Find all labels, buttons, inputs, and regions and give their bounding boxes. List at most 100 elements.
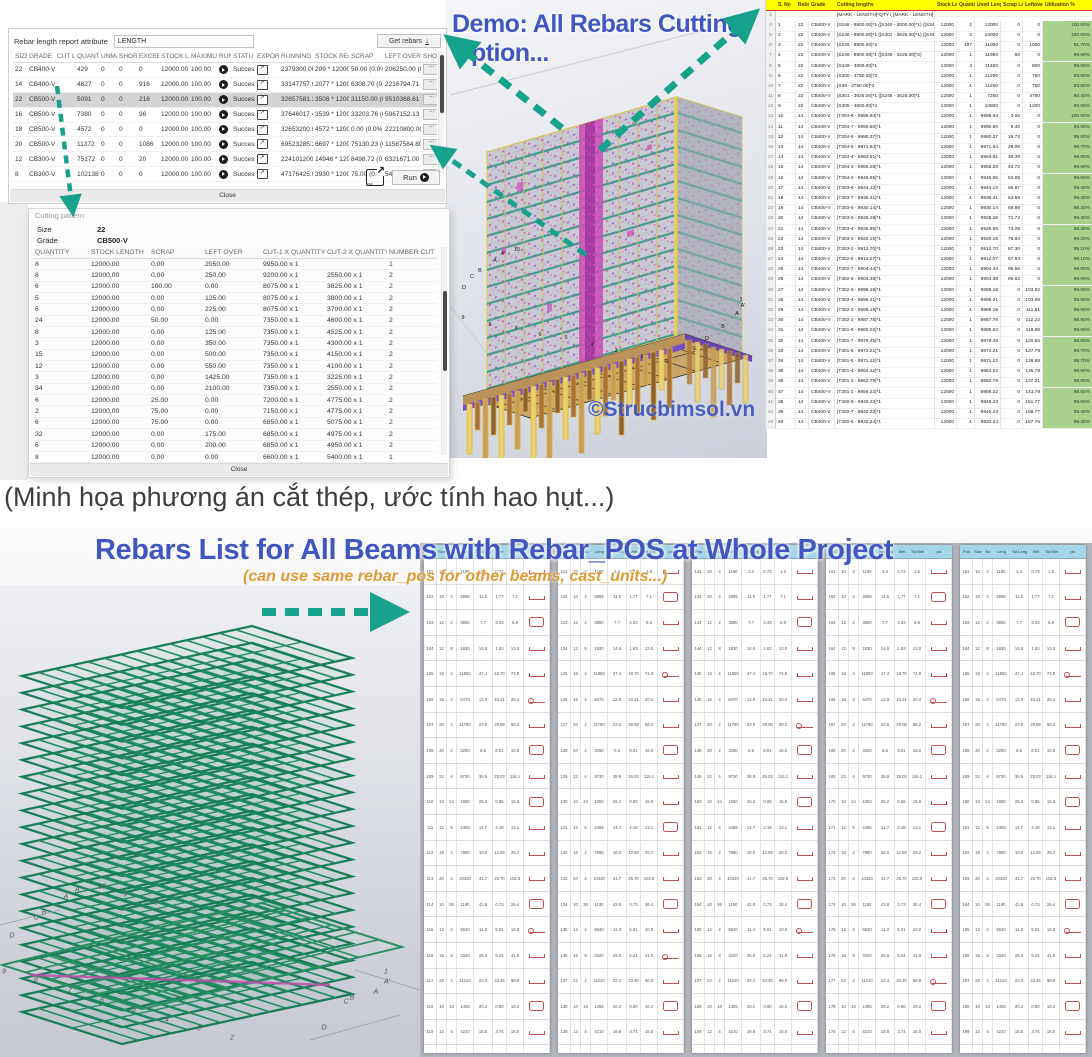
table-row[interactable]: 6 12000.00 100.00 0.00 8075.00 x 1 3825.00 x … <box>33 282 437 294</box>
more-icon[interactable] <box>423 138 437 150</box>
table-row[interactable]: 6 12000.00 25.00 0.00 7200.00 x 1 4775.00 x 1… <box>33 395 437 407</box>
table-row[interactable]: 176 16 8 3320 26.6 5.24 41.9 <box>826 942 952 969</box>
table-row[interactable]: 180162915018.314.4428.9 <box>826 1045 952 1053</box>
table-row[interactable]: 15 12000.00 0.00 500.00 7350.00 x 1 4150.00 x… <box>33 350 437 362</box>
table-row[interactable]: 21 18 14 CB400-V [T303-7 - 9936.41]*1 12000 1 9… <box>766 193 1092 205</box>
play-icon[interactable] <box>219 80 228 90</box>
table-row[interactable]: 3 [MARK - LENGTH]*QTY ( [MARK - LENGTH]*Q… <box>766 10 1092 22</box>
table-row[interactable]: 115 12 2 5640 11.3 5.01 10.0 <box>424 917 550 943</box>
table-row[interactable]: 108 20 2 3250 6.5 8.01 16.0 <box>424 738 550 764</box>
table-row[interactable]: 20 CB500-V 11372 0 0 1086 12000.00 100.00 Succes… <box>13 137 437 153</box>
table-row[interactable]: 148 20 2 3250 6.5 8.01 16.0 <box>692 738 818 764</box>
table-row[interactable]: 175 12 2 5640 11.3 5.01 10.0 <box>826 917 952 943</box>
table-row[interactable]: 194 10 36 1190 42.8 0.73 26.4 <box>960 891 1086 918</box>
rebar-schedule-sheet-3[interactable]: Pos Size No Leng Tot.Leng Wei Tot.Wei pic 141 10… <box>692 545 818 1053</box>
more-icon[interactable] <box>423 109 437 121</box>
table-row[interactable]: 152 16 2 7980 16.0 12.59 25.2 <box>692 840 818 867</box>
table-row[interactable]: 156 16 8 3320 26.6 5.24 41.9 <box>692 942 818 969</box>
export-icon[interactable] <box>257 64 268 75</box>
table-row[interactable]: 165 16 4 11850 47.4 18.70 74.8 <box>826 661 952 687</box>
table-row[interactable]: 41 38 14 CB400-V [T300-8 - 9848.23]*1 12000 1 9… <box>766 397 1092 409</box>
table-row[interactable]: 140162915018.314.4428.9 <box>558 1045 684 1053</box>
table-row[interactable]: 6 3 22 CB400-V [S246 - 9500.00]*2 12000 197 110… <box>766 41 1092 53</box>
table-row[interactable]: 118 10 18 1455 26.2 0.90 16.2 <box>424 994 550 1020</box>
table-row[interactable]: 198 10 18 1455 26.2 0.90 16.2 <box>960 994 1086 1020</box>
close-button[interactable]: Close <box>30 463 448 476</box>
table-row[interactable]: 33 30 14 CB400-V [T302-2 - 9887.78]*1 12000 1 9… <box>766 316 1092 328</box>
table-row[interactable]: 200162915018.314.4428.9 <box>960 1045 1086 1053</box>
table-row[interactable]: 145 16 4 11850 47.4 18.70 74.8 <box>692 661 818 687</box>
table-row[interactable]: 106 16 2 6470 12.9 10.21 20.4 <box>424 686 550 713</box>
table-row[interactable]: 24 21 14 CB400-V [T303-4 - 9926.95]*1 12000 1 9… <box>766 224 1092 236</box>
table-row[interactable]: 12CB300-V75172002012000.00100.00Success2… <box>13 152 437 168</box>
table-row[interactable]: 38 35 14 CB400-V [T301-4 - 9864.22]*1 12000 1 9… <box>766 367 1092 379</box>
table-row[interactable]: 13 10 14 CB400-V [T304-8 - 9996.94]*1 12000 1 9… <box>766 112 1092 124</box>
table-row[interactable]: 28 25 14 CB400-V [T302-7 - 9904.44]*1 12000 1 9… <box>766 265 1092 277</box>
table-row[interactable]: 3 12000.00 0.00 350.00 7350.00 x 1 4300.00 x … <box>33 338 437 350</box>
table-row[interactable]: 137 22 2 11210 22.4 33.45 66.9 <box>558 968 684 995</box>
get-rebars-button[interactable]: Get rebars ↓ <box>377 34 441 48</box>
table-row[interactable]: 128 20 2 3250 6.5 8.01 16.0 <box>558 738 684 764</box>
table-row[interactable]: 184 12 8 1830 14.6 1.63 13.0 <box>960 635 1086 662</box>
table-row[interactable]: 173 20 4 10420 41.7 25.70 102.8 <box>826 866 952 892</box>
table-row[interactable]: 110 10 24 1050 25.2 0.65 15.6 <box>424 789 550 815</box>
table-row[interactable]: 122 10 4 2865 11.5 1.77 7.1 <box>558 584 684 611</box>
table-row[interactable]: 116 16 8 3320 26.6 5.24 41.9 <box>424 942 550 969</box>
table-row[interactable]: 161 10 2 1190 2.4 0.73 1.5 <box>826 559 952 585</box>
table-row[interactable]: 159 12 4 4210 16.8 3.74 15.0 <box>692 1019 818 1046</box>
scrollbar-thumb[interactable] <box>439 55 444 113</box>
export-csv-icon[interactable]: csv <box>366 164 385 186</box>
table-row[interactable]: 14CB400-V48270091612000.00100.00Success3… <box>13 78 437 93</box>
table-row[interactable]: 190 10 24 1050 25.2 0.65 15.6 <box>960 789 1086 815</box>
table-row[interactable]: 162 10 4 2865 11.5 1.77 7.1 <box>826 584 952 611</box>
more-icon[interactable] <box>423 64 437 76</box>
table-row[interactable]: 182 10 4 2865 11.5 1.77 7.1 <box>960 584 1086 611</box>
rebar-schedule-sheet-1[interactable]: Pos Size No Leng Tot.Leng Wei Tot.Wei pic 101 10… <box>424 545 550 1053</box>
table-row[interactable]: 169 22 4 9730 38.9 29.03 116.1 <box>826 763 952 790</box>
table-row[interactable]: 121 10 2 1190 2.4 0.73 1.5 <box>558 559 684 585</box>
table-row[interactable]: 17 14 14 CB400-V [T304-4 - 9963.61]*1 12000 1 9… <box>766 153 1092 165</box>
table-row[interactable]: 43 40 14 CB400-V [T300-6 - 9832.24]*1 12000 1 9… <box>766 418 1092 430</box>
table-row[interactable]: 107 20 2 11790 23.6 29.08 58.2 <box>424 712 550 739</box>
table-row[interactable]: 136 16 8 3320 26.6 5.24 41.9 <box>558 942 684 969</box>
table-row[interactable]: 119 12 4 4210 16.8 3.74 15.0 <box>424 1019 550 1046</box>
table-row[interactable]: 120162915018.314.4428.9 <box>424 1045 550 1053</box>
table-row[interactable]: 142 10 4 2865 11.5 1.77 7.1 <box>692 584 818 611</box>
table-row[interactable]: 191 12 6 2455 14.7 2.18 13.1 <box>960 814 1086 841</box>
table-row[interactable]: 42 39 14 CB400-V [T300-7 - 9840.23]*1 12000 1 9… <box>766 407 1092 419</box>
table-row[interactable]: 138 10 18 1455 26.2 0.90 16.2 <box>558 994 684 1020</box>
table-row[interactable]: 6 12000.00 0.00 200.00 6850.00 x 1 4950.00 x … <box>33 441 437 452</box>
table-row[interactable]: 141 10 2 1190 2.4 0.73 1.5 <box>692 559 818 585</box>
table-row[interactable]: 199 12 4 4210 16.8 3.74 15.0 <box>960 1019 1086 1046</box>
table-row[interactable]: 149 22 4 9730 38.9 29.03 116.1 <box>692 763 818 790</box>
table-row[interactable]: 168 20 2 3250 6.5 8.01 16.0 <box>826 738 952 764</box>
table-row[interactable]: 113 20 4 10420 41.7 25.70 102.8 <box>424 866 550 892</box>
table-row[interactable]: 186 16 2 6470 12.9 10.21 20.4 <box>960 686 1086 713</box>
close-button[interactable]: Close <box>10 189 445 202</box>
table-row[interactable]: 8 5 22 CB400-V [S349 - 3000.00]*1 12000 3 11400… <box>766 61 1092 73</box>
table-row[interactable]: 192 16 2 7980 16.0 12.59 25.2 <box>960 840 1086 867</box>
table-row[interactable]: 3 12000.00 0.00 1425.00 7350.00 x 1 3225.00 x… <box>33 372 437 384</box>
table-row[interactable]: 151 12 6 2455 14.7 2.18 13.1 <box>692 814 818 841</box>
table-row[interactable]: 39 36 14 CB400-V [T301-3 - 9862.79]*1 12000 1 9… <box>766 377 1092 389</box>
table-row[interactable]: 12 12000.00 0.00 550.00 7350.00 x 1 4100.00 x… <box>33 361 437 373</box>
beam-wireframe-viewport[interactable]: C B D A A' 10 9 8 7 9 8 7 6 5 4 3 2 1 A' A B C D <box>0 585 430 1057</box>
table-row[interactable]: 26 23 14 CB400-V [T303-2 - 9912.70]*1 12000 1 9… <box>766 244 1092 256</box>
table-row[interactable]: 181 10 2 1190 2.4 0.73 1.5 <box>960 559 1086 585</box>
table-row[interactable]: 174 10 36 1190 42.8 0.73 26.4 <box>826 891 952 918</box>
table-row[interactable]: 12 9 22 CB400-V [S305 - 3600.00]*3 12000 1 1080… <box>766 102 1092 114</box>
table-row[interactable]: 10 7 22 CB400-V [S39 - 3750.00]*3 12000 1 11250… <box>766 81 1092 93</box>
play-icon[interactable] <box>219 139 228 149</box>
export-icon[interactable] <box>257 109 268 120</box>
table-row[interactable]: 127 20 2 11790 23.6 29.08 58.2 <box>558 712 684 739</box>
table-row[interactable]: 157 22 2 11210 22.4 33.45 66.9 <box>692 968 818 995</box>
table-row[interactable]: 132 16 2 7980 16.0 12.59 25.2 <box>558 840 684 867</box>
table-row[interactable]: 35 32 14 CB400-V [T301-7 - 9879.45]*1 12000 1 9… <box>766 336 1092 348</box>
table-row[interactable]: 40 37 14 CB400-V [T301-2 - 9856.22]*1 12000 1 9… <box>766 387 1092 399</box>
table-row[interactable]: 101 10 2 1190 2.4 0.73 1.5 <box>424 559 550 585</box>
table-row[interactable]: 6 12000.00 0.00 225.00 8075.00 x 1 3700.00 x … <box>33 304 437 316</box>
table-row[interactable]: 124 12 8 1830 14.6 1.63 13.0 <box>558 635 684 662</box>
play-icon[interactable] <box>219 125 228 134</box>
export-icon[interactable] <box>257 139 268 150</box>
table-row[interactable]: 32 29 14 CB400-V [T302-3 - 9888.19]*1 12000 1 9… <box>766 306 1092 318</box>
